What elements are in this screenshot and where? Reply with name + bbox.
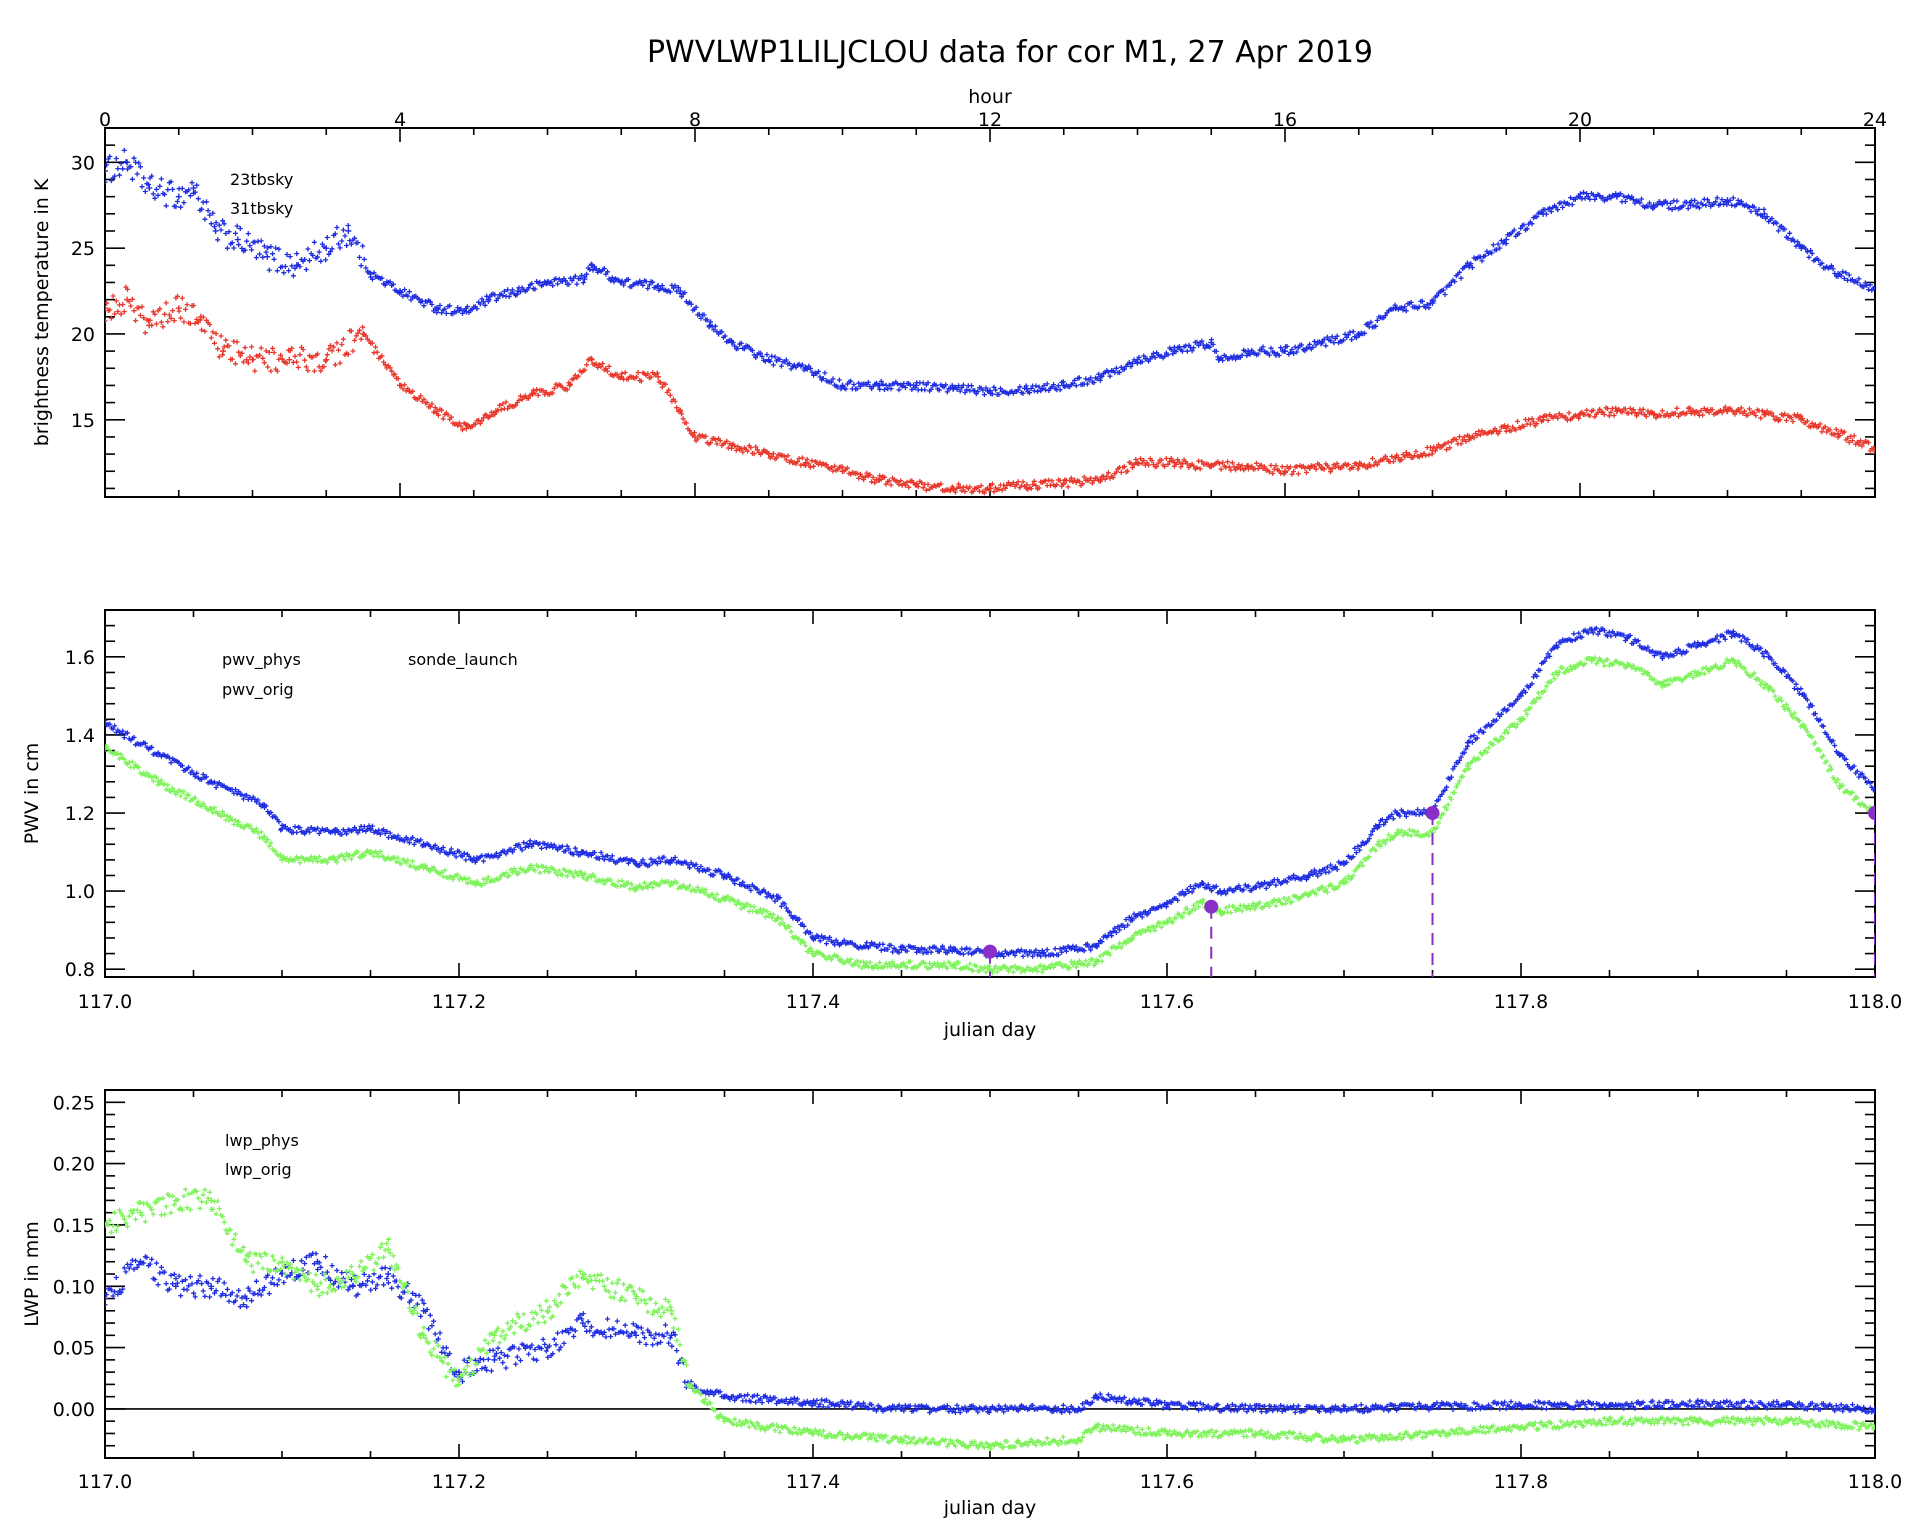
x-tick-label: 117.4 (786, 991, 840, 1013)
data-point (105, 167, 108, 174)
y-tick-label: 1.6 (65, 647, 95, 669)
data-point (234, 236, 241, 243)
x-axis-label: hour (968, 86, 1012, 108)
x-tick-label: 117.2 (432, 1471, 486, 1493)
y-tick-label: 15 (71, 410, 95, 432)
x-tick-label: 117.2 (432, 991, 486, 1013)
data-point (345, 227, 352, 234)
series-pwv_phys (105, 625, 1875, 959)
data-point (566, 382, 573, 389)
data-point (105, 1295, 108, 1302)
brightness-temperature-panel: 15 20 25 300 4 8 12 16 20 24 hour brightness temper… (31, 86, 1887, 498)
x-tick-label: 0 (99, 109, 111, 131)
data-cloud (105, 147, 1875, 398)
sonde-launch-point (1425, 806, 1440, 821)
x-tick-label: 118.0 (1848, 991, 1902, 1013)
lwp-panel: 0.00 0.05 0.10 0.15 0.20 0.25 117.0 117.2 117.4 1… (21, 1089, 1902, 1519)
x-tick-label: 117.4 (786, 1471, 840, 1493)
series-sonde_launch (983, 806, 1875, 977)
pwv-panel: 0.8 1.0 1.2 1.4 1.6 117.0 117.2 117.4 117.6 117.8… (21, 609, 1902, 1041)
plot-area (105, 147, 1875, 496)
y-tick-label: 0.10 (53, 1276, 95, 1298)
series-lwp_phys (105, 1250, 1875, 1416)
series-pwv_orig (105, 655, 1875, 976)
legend-lwp_phys: lwp_phys (225, 1131, 299, 1151)
y-axis-label: brightness temperature in K (31, 178, 53, 446)
series-lwp_orig (105, 1186, 1875, 1452)
x-tick-label: 16 (1273, 109, 1297, 131)
data-point (175, 193, 182, 200)
plot-area (105, 1186, 1875, 1452)
x-tick-label: 12 (978, 109, 1002, 131)
data-point (105, 305, 108, 312)
figure-title: PWVLWP1LILJCLOU data for cor M1, 27 Apr … (647, 35, 1373, 70)
sonde-launch-point (983, 944, 997, 959)
data-cloud (105, 1250, 1875, 1416)
data-point (385, 1271, 392, 1277)
y-axis-label: LWP in mm (21, 1221, 43, 1327)
legend-31tbsky: 31tbsky (230, 199, 293, 218)
y-tick-label: 1.0 (65, 881, 95, 903)
x-tick-label: 118.0 (1848, 1471, 1902, 1493)
y-axis-label: PWV in cm (21, 743, 43, 845)
x-tick-label: 24 (1863, 109, 1887, 131)
x-tick-label: 117.8 (1494, 991, 1548, 1013)
data-point (633, 1332, 639, 1339)
data-point (579, 1320, 586, 1327)
x-tick-label: 20 (1568, 109, 1592, 131)
legend-sonde_launch: sonde_launch (408, 650, 518, 670)
y-tick-label: 1.2 (65, 803, 95, 825)
x-tick-label: 4 (394, 109, 406, 131)
data-point (212, 227, 219, 234)
x-tick-label: 117.0 (78, 991, 132, 1013)
data-cloud (105, 284, 1875, 496)
plot-area (105, 625, 1875, 977)
data-point (146, 185, 153, 192)
x-axis-label: julian day (943, 1019, 1037, 1041)
data-cloud (105, 625, 1875, 959)
y-tick-label: 1.4 (65, 725, 95, 747)
legend-pwv_phys: pwv_phys (222, 650, 301, 670)
data-cloud (105, 1186, 1875, 1452)
y-tick-label: 25 (71, 238, 95, 260)
y-tick-label: 0.8 (65, 959, 95, 981)
legend-lwp_orig: lwp_orig (225, 1160, 292, 1180)
data-point (286, 356, 293, 363)
y-tick-label: 0.00 (53, 1399, 95, 1421)
x-tick-label: 117.6 (1140, 1471, 1194, 1493)
data-cloud (105, 655, 1875, 976)
plot-frame (104, 127, 1876, 498)
data-point (172, 1283, 179, 1290)
x-axis-label: julian day (943, 1497, 1037, 1519)
legend-23tbsky: 23tbsky (230, 170, 293, 189)
y-tick-label: 0.15 (53, 1215, 95, 1237)
series-31tbsky (105, 284, 1875, 496)
data-point (124, 159, 131, 166)
x-tick-label: 117.0 (78, 1471, 132, 1493)
y-tick-label: 0.05 (53, 1338, 95, 1360)
x-tick-label: 117.8 (1494, 1471, 1548, 1493)
y-tick-label: 0.25 (53, 1092, 95, 1114)
y-tick-label: 30 (71, 152, 95, 174)
sonde-launch-point (1868, 806, 1875, 821)
x-tick-label: 8 (689, 109, 701, 131)
y-tick-label: 20 (71, 324, 95, 346)
data-point (208, 1197, 215, 1204)
y-tick-label: 0.20 (53, 1154, 95, 1176)
data-point (190, 185, 197, 192)
data-point (137, 1209, 144, 1216)
legend-pwv_orig: pwv_orig (222, 680, 294, 700)
x-tick-label: 117.6 (1140, 991, 1194, 1013)
sonde-launch-point (1204, 899, 1219, 914)
series-23tbsky (105, 147, 1875, 398)
